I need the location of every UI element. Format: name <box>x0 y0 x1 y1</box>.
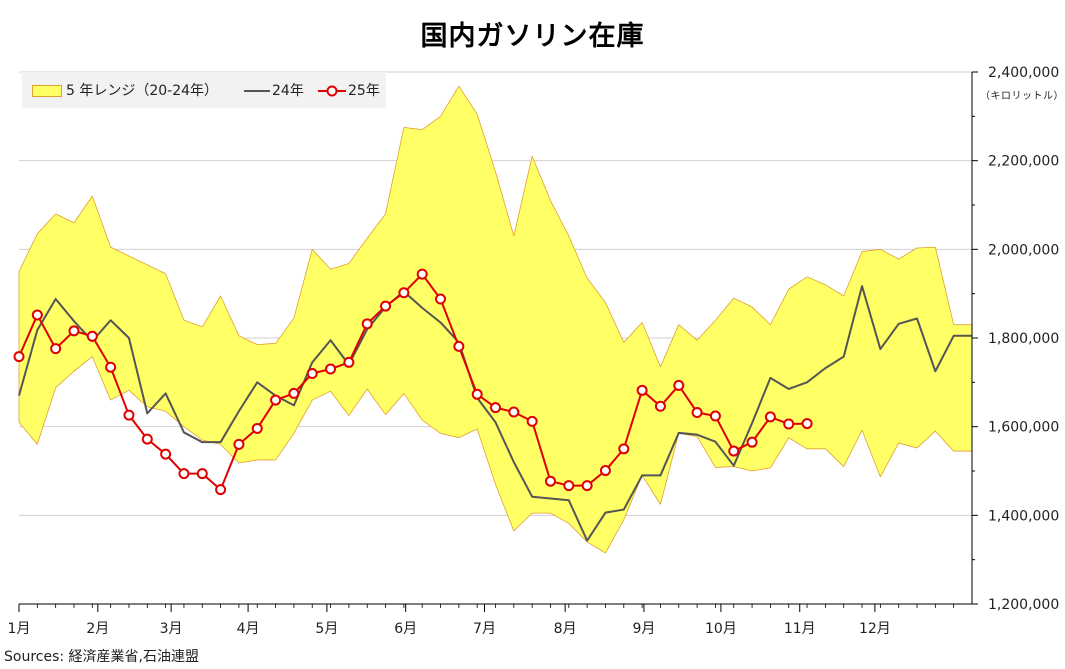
legend-swatch-25 <box>318 85 346 97</box>
series-line-24 <box>18 285 972 542</box>
x-tick-label: 3月 <box>160 621 183 637</box>
legend-swatch-24 <box>244 90 270 92</box>
x-tick-label: 6月 <box>394 621 417 637</box>
series-25-point <box>306 367 318 379</box>
series-25-point <box>599 465 611 477</box>
y-tick-label: 1,800,000 <box>988 331 1059 347</box>
legend-label-24: 24年 <box>272 83 304 99</box>
x-tick-label: 7月 <box>473 621 496 637</box>
series-25-point <box>86 330 98 342</box>
series-25-point <box>361 318 373 330</box>
series-25-point <box>783 418 795 430</box>
chart-title: 国内ガソリン在庫 <box>420 21 645 52</box>
series-25-point <box>618 443 630 455</box>
x-tick-label: 12月 <box>859 621 891 637</box>
series-25-point <box>636 384 648 396</box>
series-25-point <box>581 480 593 492</box>
legend-label-25: 25年 <box>348 83 380 99</box>
range-band-area <box>18 85 973 554</box>
series-25-point <box>416 268 428 280</box>
legend-item-24: 24年 <box>244 80 304 100</box>
range-band <box>18 85 973 554</box>
y-tick-label: 1,200,000 <box>988 597 1059 613</box>
x-tick-label: 2月 <box>86 621 109 637</box>
x-tick-label: 1月 <box>8 621 31 637</box>
series-25-point <box>563 480 575 492</box>
x-tick-label: 5月 <box>315 621 338 637</box>
y-tick-label: 2,400,000 <box>988 65 1059 81</box>
y-tick-label: 1,600,000 <box>988 420 1059 436</box>
series-25-point <box>270 394 282 406</box>
series-25-point <box>508 406 520 418</box>
y-axis-unit: （キロリットル） <box>980 91 1064 102</box>
series-25-point <box>544 475 556 487</box>
series-lines <box>13 268 972 542</box>
axes: 1,200,000 1,400,000 1,600,000 1,800,000 2,00… <box>8 65 1060 637</box>
series-25-point <box>380 300 392 312</box>
series-25-point <box>178 468 190 480</box>
x-tick-label: 4月 <box>237 621 260 637</box>
series-25-point <box>68 325 80 337</box>
legend-swatch-range <box>32 85 62 97</box>
series-25-point <box>673 379 685 391</box>
series-25-point <box>691 406 703 418</box>
series-25-point <box>50 343 62 355</box>
series-25-point <box>709 410 721 422</box>
series-25-point <box>435 293 447 305</box>
x-tick-label: 8月 <box>554 621 577 637</box>
series-25-point <box>105 361 117 373</box>
series-25-point <box>141 433 153 445</box>
series-25-point <box>801 418 813 430</box>
series-25-point <box>343 356 355 368</box>
series-25-point <box>398 287 410 299</box>
series-25-point <box>654 400 666 412</box>
series-25-point <box>453 340 465 352</box>
series-25-point <box>764 411 776 423</box>
x-tick-label: 10月 <box>705 621 737 637</box>
legend-item-25: 25年 <box>318 80 380 100</box>
series-25-point <box>13 351 25 363</box>
x-tick-label: 9月 <box>632 621 655 637</box>
legend-label-range: 5 年レンジ（20-24年） <box>66 83 219 99</box>
series-25-point <box>196 468 208 480</box>
series-25-point <box>325 363 337 375</box>
y-tick-label: 1,400,000 <box>988 508 1059 524</box>
series-25-point <box>746 436 758 448</box>
series-25-point <box>160 448 172 460</box>
series-25-point <box>215 484 227 496</box>
series-25-point <box>490 402 501 414</box>
series-25-point <box>251 422 263 434</box>
x-tick-label: 11月 <box>784 621 816 637</box>
series-25-point <box>288 387 300 399</box>
legend-item-range: 5 年レンジ（20-24年） <box>32 80 218 100</box>
y-tick-label: 2,200,000 <box>988 154 1059 170</box>
series-25-point <box>123 409 135 421</box>
series-25-point <box>31 309 43 321</box>
series-25-point <box>233 438 245 450</box>
source-note: Sources: 経済産業省,石油連盟 <box>4 649 199 665</box>
series-25-point <box>471 388 483 400</box>
y-tick-label: 2,000,000 <box>988 242 1059 258</box>
series-25-point <box>728 445 740 457</box>
series-25-point <box>526 415 538 427</box>
